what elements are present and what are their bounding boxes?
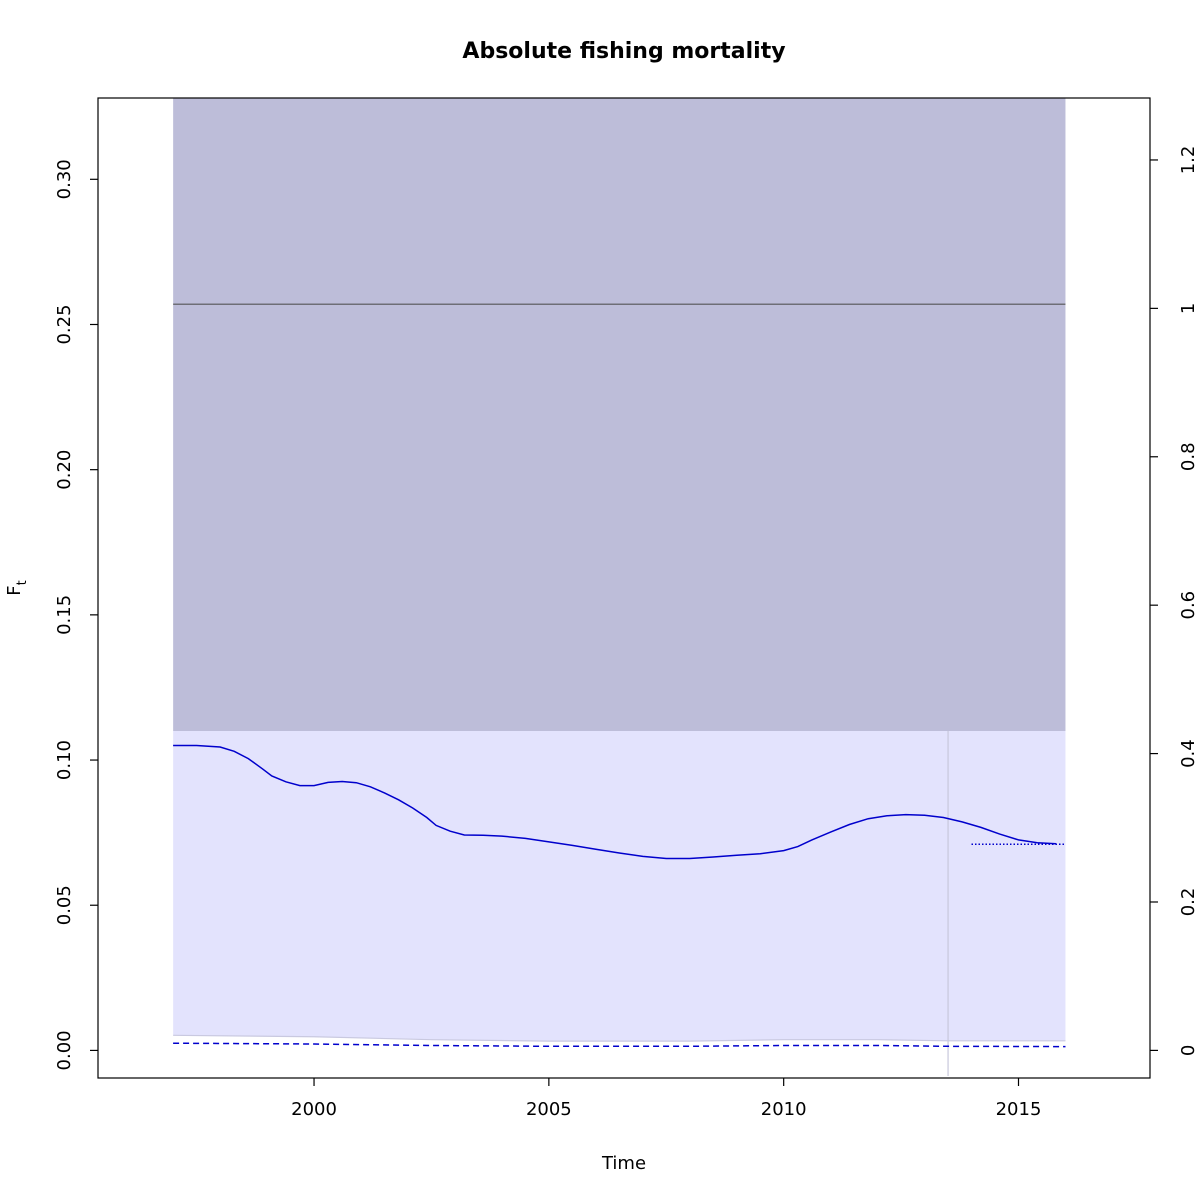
y2-axis-right: 0 0.2 0.4 0.6 0.8 1 1.2 xyxy=(1150,146,1199,1056)
series-line-solid xyxy=(173,744,1057,860)
x-tick-label: 2000 xyxy=(291,1099,337,1120)
confidence-band-lower-edge xyxy=(173,1034,1066,1042)
y-axis-label-subscript: t xyxy=(15,580,30,585)
y-axis-label-main: F xyxy=(4,585,25,595)
reference-band xyxy=(173,98,1066,732)
y-tick-label: 0.25 xyxy=(54,304,75,344)
y2-tick-label: 0 xyxy=(1178,1045,1199,1056)
y2-tick-label: 0.8 xyxy=(1178,442,1199,471)
y2-tick-label: 0.4 xyxy=(1178,739,1199,768)
y-tick-label: 0.30 xyxy=(54,159,75,199)
y-tick-label: 0.15 xyxy=(54,595,75,635)
y-tick-label: 0.00 xyxy=(54,1030,75,1070)
x-axis-label: Time xyxy=(601,1153,646,1174)
x-tick-label: 2010 xyxy=(761,1099,807,1120)
y-axis-label: Ft xyxy=(4,580,30,595)
x-tick-label: 2005 xyxy=(526,1099,572,1120)
plot-frame xyxy=(97,97,1151,1079)
y2-tick-label: 0.6 xyxy=(1178,591,1199,620)
confidence-band xyxy=(173,731,1066,1042)
y-tick-label: 0.05 xyxy=(54,885,75,925)
x-axis: 2000 2005 2010 2015 xyxy=(291,1078,1041,1120)
plot-area xyxy=(173,98,1066,1076)
y-tick-label: 0.10 xyxy=(54,740,75,780)
y-axis: 0.00 0.05 0.10 0.15 0.20 0.25 0.30 xyxy=(54,159,98,1070)
y-tick-label: 0.20 xyxy=(54,450,75,490)
x-tick-label: 2015 xyxy=(996,1099,1042,1120)
y2-tick-label: 1 xyxy=(1178,303,1199,314)
chart-title: Absolute fishing mortality xyxy=(462,39,785,64)
y2-tick-label: 0.2 xyxy=(1178,888,1199,917)
y2-tick-label: 1.2 xyxy=(1178,146,1199,175)
series-line-dashed xyxy=(173,1042,1066,1048)
